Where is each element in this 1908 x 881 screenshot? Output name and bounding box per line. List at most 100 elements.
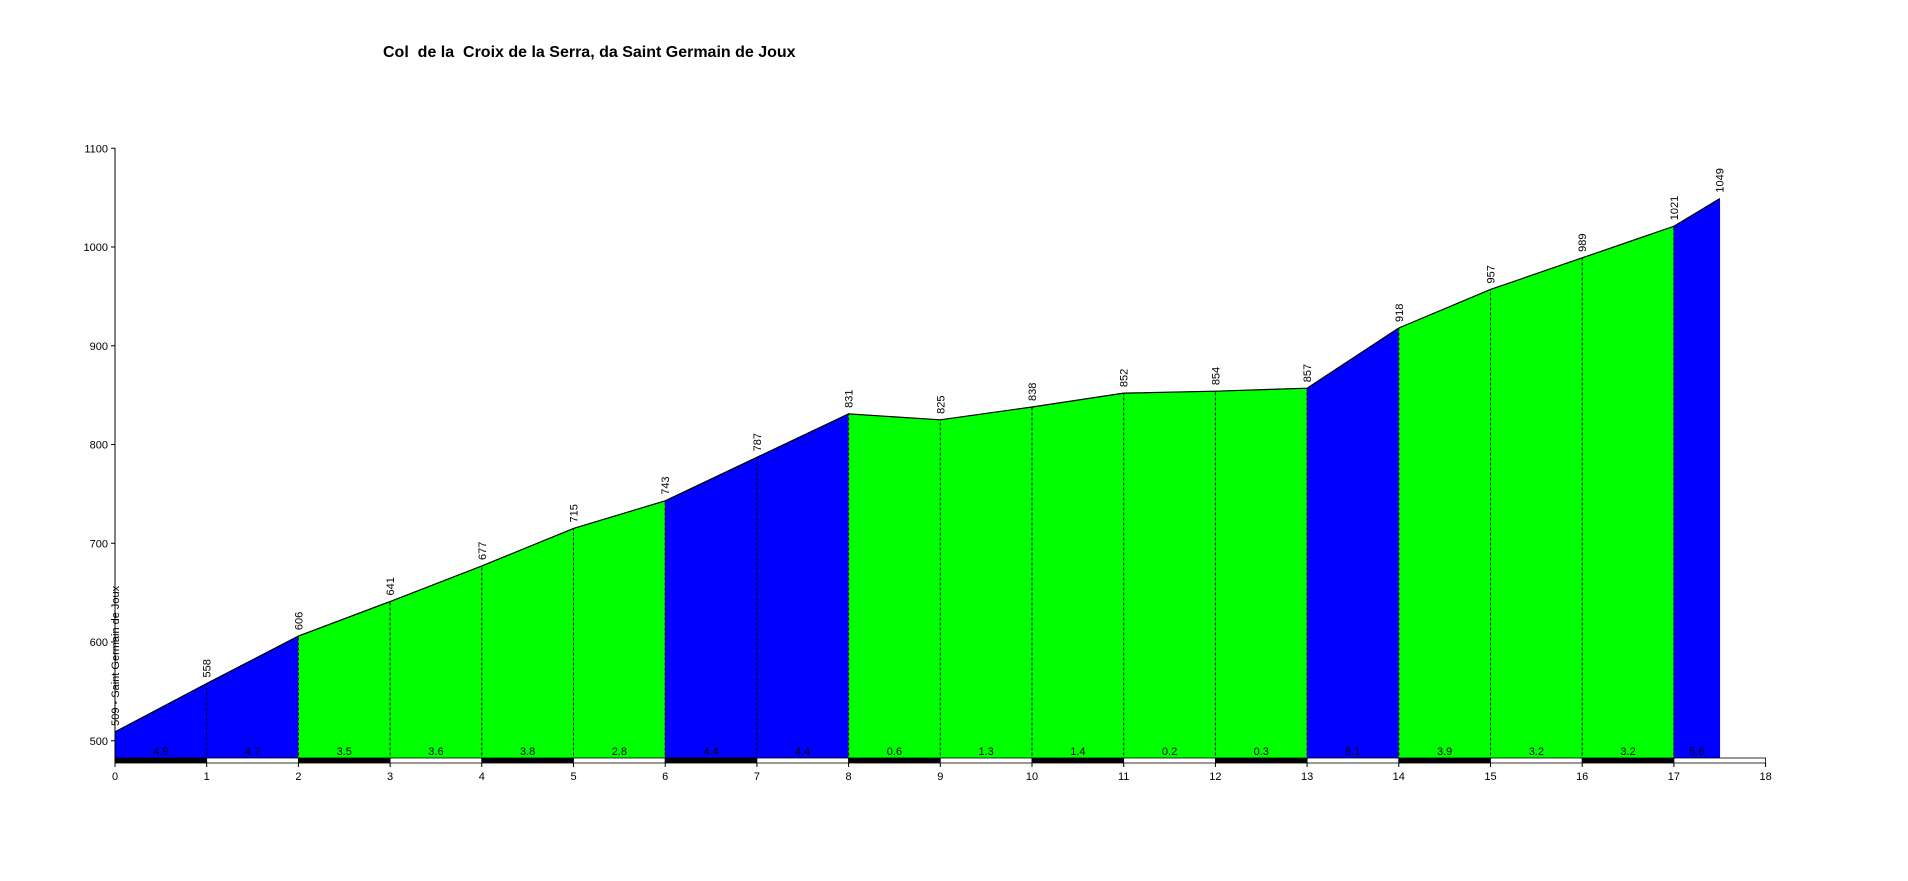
- km-dividers: [206, 226, 1675, 761]
- area-segment: [1306, 327, 1400, 761]
- km-bar-block: [297, 757, 391, 764]
- area-segment: [664, 456, 758, 761]
- elevation-label: 1021: [1669, 196, 1681, 220]
- grade-label: 3.5: [337, 746, 352, 758]
- km-bar-block: [481, 757, 574, 764]
- area-segment: [1490, 257, 1583, 761]
- elevation-label: 606: [293, 612, 305, 630]
- grade-label: 0.2: [1162, 746, 1177, 758]
- x-tick-label: 6: [662, 771, 668, 783]
- km-bar-block: [664, 757, 758, 764]
- area-segment: [206, 635, 299, 761]
- km-bar-block: [1123, 757, 1216, 764]
- elevation-label: 838: [1027, 383, 1039, 401]
- x-tick-label: 17: [1668, 771, 1680, 783]
- x-tick-label: 0: [112, 771, 118, 783]
- elevation-label: 825: [935, 395, 947, 413]
- km-bar-block: [756, 757, 850, 764]
- chart-title: Col de la Croix de la Serra, da Saint Ge…: [383, 44, 796, 61]
- elevation-label: 852: [1119, 369, 1131, 387]
- km-bar-block: [389, 757, 483, 764]
- km-bar-block: [573, 757, 666, 764]
- labels: 4.9 4.7 3.5 3.6 3.8 2.8 4.4 4.4 0.6 1.3 1.4 0.2 0.3 6…: [84, 143, 1772, 783]
- grade-label: 3.9: [1437, 746, 1452, 758]
- axes: [111, 147, 1767, 767]
- x-tick-label: 11: [1118, 771, 1129, 783]
- x-tick-label: 5: [570, 771, 576, 783]
- x-tick-label: 9: [937, 771, 943, 783]
- km-bar-block: [206, 757, 299, 764]
- elevation-label: 857: [1302, 364, 1314, 382]
- x-tick-label: 15: [1484, 771, 1496, 783]
- grade-label: 3.2: [1620, 746, 1635, 758]
- area-segment: [756, 413, 849, 761]
- km-bar-block: [1215, 757, 1308, 764]
- area-segment: [298, 601, 391, 761]
- x-tick-label: 16: [1576, 771, 1588, 783]
- grade-label: 0.3: [1254, 746, 1269, 758]
- x-tick-label: 4: [479, 771, 485, 783]
- km-bar-block: [848, 757, 941, 764]
- area-segment: [1581, 225, 1675, 761]
- km-bar-block: [1673, 757, 1767, 764]
- elevation-label: 558: [202, 659, 214, 677]
- area-segment: [1673, 198, 1721, 761]
- grade-label: 4.9: [153, 746, 168, 758]
- km-bar-block: [939, 757, 1033, 764]
- km-bar-block: [1490, 757, 1583, 764]
- x-tick-label: 18: [1759, 771, 1771, 783]
- y-tick-label: 500: [90, 736, 108, 748]
- area-segment: [481, 527, 574, 761]
- profile-outline: [114, 198, 1721, 733]
- grade-label: 1.4: [1070, 746, 1085, 758]
- elevation-label: 787: [752, 433, 764, 451]
- y-tick-label: 900: [90, 341, 108, 353]
- elevation-label: 957: [1486, 265, 1498, 283]
- area-segment: [1398, 289, 1491, 761]
- elevation-label: 1049: [1715, 168, 1727, 192]
- elevation-label: 918: [1394, 304, 1406, 322]
- elevation-label: 743: [660, 476, 672, 494]
- x-tick-label: 2: [295, 771, 301, 783]
- elevation-label: 715: [569, 504, 581, 522]
- elevation-label: 677: [477, 542, 489, 560]
- x-tick-label: 8: [846, 771, 852, 783]
- grade-label: 3.6: [428, 746, 443, 758]
- y-tick-label: 1100: [84, 143, 108, 155]
- elevation-label: 831: [844, 390, 856, 408]
- km-bar: [114, 757, 1767, 764]
- x-tick-label: 1: [204, 771, 210, 783]
- grade-label: 0.6: [887, 746, 902, 758]
- area-segment: [1123, 390, 1216, 761]
- area-segment: [939, 406, 1033, 761]
- grade-label: 3.2: [1529, 746, 1544, 758]
- area-segment: [573, 500, 666, 761]
- elevation-label: 854: [1210, 367, 1222, 385]
- y-tick-label: 700: [90, 538, 108, 550]
- area-segment: [389, 565, 483, 761]
- start-label: 509 - Saint Germain de Joux: [110, 585, 122, 726]
- km-bar-block: [114, 757, 208, 764]
- y-tick-label: 800: [90, 440, 108, 452]
- grade-label: 3.8: [520, 746, 535, 758]
- grade-label: 4.4: [703, 746, 718, 758]
- area-segment: [848, 413, 941, 761]
- km-bar-block: [1398, 757, 1491, 764]
- elevation-label: 989: [1577, 234, 1589, 252]
- km-bar-block: [1306, 757, 1400, 764]
- km-bar-block: [1031, 757, 1125, 764]
- elevation-label: 641: [385, 577, 397, 595]
- grade-label: 4.4: [795, 746, 810, 758]
- area-segment: [1215, 387, 1308, 761]
- grade-label: 1.3: [979, 746, 994, 758]
- x-tick-label: 3: [387, 771, 393, 783]
- area-segments: [114, 198, 1721, 761]
- grade-label: 6.1: [1345, 746, 1360, 758]
- y-tick-label: 600: [90, 637, 108, 649]
- grade-label: 5.6: [1689, 746, 1704, 758]
- profile-line: [114, 198, 1721, 733]
- x-tick-label: 12: [1209, 771, 1221, 783]
- grade-label: 2.8: [612, 746, 627, 758]
- x-tick-label: 14: [1393, 771, 1405, 783]
